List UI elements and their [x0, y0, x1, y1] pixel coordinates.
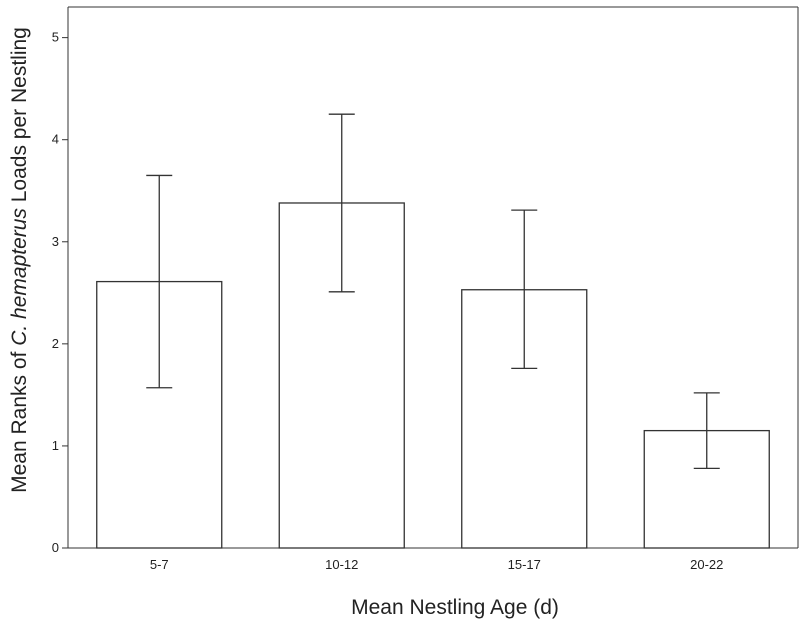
y-tick-label: 5 [52, 30, 59, 45]
y-tick-label: 4 [52, 132, 59, 147]
x-tick-label: 5-7 [150, 557, 169, 572]
y-axis-title: Mean Ranks of C. hemapterus Loads per Ne… [8, 27, 31, 493]
bars [96, 113, 770, 549]
y-axis: 0 1 2 3 4 5 [52, 30, 68, 555]
x-tick-label: 15-17 [508, 557, 541, 572]
y-axis-title-suffix: Loads per Nestling [8, 27, 31, 208]
x-tick-label: 20-22 [690, 557, 723, 572]
y-axis-title-species: C. hemapterus [8, 208, 31, 346]
y-tick-label: 1 [52, 438, 59, 453]
y-axis-title-prefix: Mean Ranks of [8, 346, 31, 493]
y-tick-label: 3 [52, 234, 59, 249]
x-tick-label: 10-12 [325, 557, 358, 572]
x-axis-title: Mean Nestling Age (d) [351, 596, 559, 619]
bar [461, 289, 588, 549]
x-axis: 5-7 10-12 15-17 20-22 [150, 557, 724, 572]
y-tick-label: 2 [52, 336, 59, 351]
y-tick-label: 0 [52, 540, 59, 555]
